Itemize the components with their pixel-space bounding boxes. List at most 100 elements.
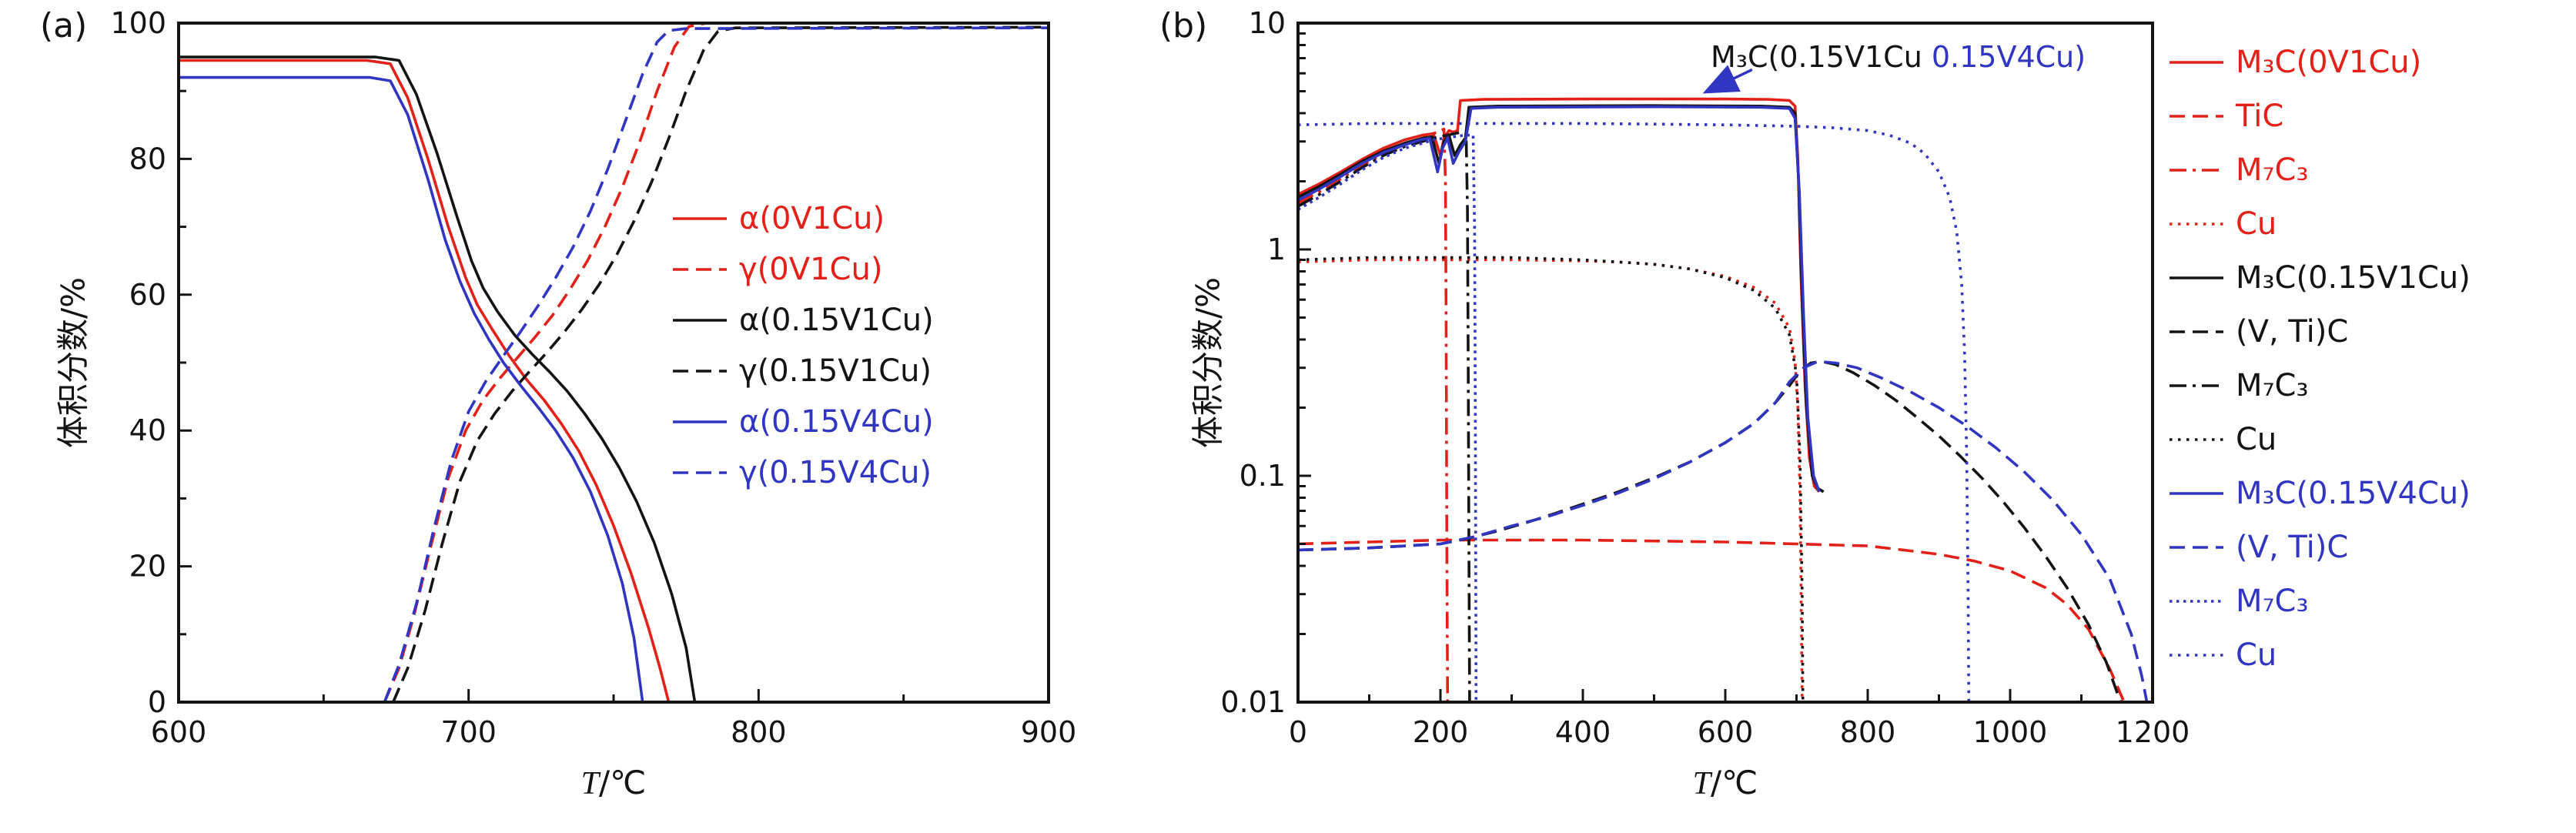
legend-line-sample	[2170, 222, 2223, 226]
m3c-annotation-black-part: M₃C(0.15V1Cu	[1711, 40, 1932, 74]
y-tick-label: 40	[129, 413, 166, 447]
panel-b: (b) 体积分数/% 0 200 400 600 800 1000 1200 0.01 0.1 1…	[1155, 0, 2576, 833]
series-TiC	[1297, 538, 2126, 703]
series-M₇C₃(0.15V1Cu)	[1297, 130, 1471, 703]
panel-a-xlabel-variable: T	[580, 766, 600, 801]
series-M₃C(0.15V1Cu)	[1297, 104, 1825, 493]
panel-a-xlabel-unit: /℃	[599, 764, 647, 801]
legend-label: Cu	[2236, 206, 2277, 242]
series-γ(0.15V1Cu)	[392, 25, 1049, 703]
axes-ticks: 600 700 800 900 0 20 40 60 80 100	[110, 6, 1076, 749]
legend-label: γ(0V1Cu)	[739, 252, 883, 287]
legend-entry: M₇C₃	[2168, 143, 2471, 197]
plot-frame	[1296, 22, 2154, 704]
panel-a-legend: α(0V1Cu) γ(0V1Cu) α(0.15V1Cu) γ(0.15V1Cu) α(…	[671, 193, 934, 498]
series-group	[1297, 97, 2149, 703]
panel-b-tag: (b)	[1159, 6, 1208, 45]
legend-entry: α(0V1Cu)	[671, 193, 934, 244]
y-tick-label: 10	[1249, 6, 1286, 40]
legend-label: (V, Ti)C	[2236, 530, 2349, 565]
legend-line-sample	[2170, 384, 2223, 387]
legend-label: M₇C₃	[2236, 368, 2309, 403]
legend-entry: Cu	[2168, 628, 2471, 682]
legend-label: M₇C₃	[2236, 152, 2309, 188]
legend-label: Cu	[2236, 637, 2277, 673]
y-tick-label: 0	[148, 685, 166, 719]
legend-entry: TiC	[2168, 89, 2471, 143]
legend-label: (V, Ti)C	[2236, 314, 2349, 350]
legend-entry: α(0.15V4Cu)	[671, 396, 934, 447]
panel-b-plot: 0 200 400 600 800 1000 1200 0.01 0.1 1 10	[1220, 6, 2190, 749]
panel-a-plot: 600 700 800 900 0 20 40 60 80 100	[110, 6, 1076, 749]
legend-entry: M₃C(0V1Cu)	[2168, 35, 2471, 89]
legend-line-sample	[673, 420, 727, 423]
x-tick-label: 1200	[2116, 715, 2190, 749]
legend-entry: γ(0.15V4Cu)	[671, 447, 934, 498]
legend-entry: (V, Ti)C	[2168, 305, 2471, 359]
series-M₇C₃(0.15V4Cu)	[1297, 133, 1478, 703]
x-tick-label: 800	[731, 715, 787, 749]
m3c-annotation-blue-part: 0.15V4Cu)	[1931, 40, 2086, 74]
series-(V, Ti)C(0.15V1Cu)	[1297, 360, 2123, 703]
panel-b-xlabel-unit: /℃	[1711, 764, 1758, 801]
x-tick-label: 600	[151, 715, 207, 749]
legend-line-sample	[2170, 169, 2223, 172]
series-α(0V1Cu)	[179, 59, 671, 703]
legend-label: α(0V1Cu)	[739, 201, 885, 236]
legend-line-sample	[2170, 654, 2223, 657]
legend-line-sample	[673, 268, 727, 271]
x-tick-label: 0	[1289, 715, 1307, 749]
legend-label: α(0.15V1Cu)	[739, 303, 934, 338]
panel-a-tag: (a)	[40, 6, 88, 45]
x-tick-label: 400	[1555, 715, 1611, 749]
legend-line-sample	[2170, 438, 2223, 441]
legend-line-sample	[2170, 61, 2223, 64]
y-tick-label: 1	[1267, 233, 1286, 266]
legend-entry: M₃C(0.15V1Cu)	[2168, 251, 2471, 305]
x-tick-label: 600	[1698, 715, 1754, 749]
series-group	[179, 22, 1049, 703]
legend-line-sample	[673, 319, 727, 322]
legend-line-sample	[2170, 600, 2223, 603]
legend-line-sample	[2170, 330, 2223, 333]
legend-line-sample	[2170, 115, 2223, 118]
legend-label: α(0.15V4Cu)	[739, 404, 934, 440]
legend-line-sample	[2170, 276, 2223, 279]
legend-label: M₃C(0.15V4Cu)	[2236, 476, 2471, 511]
series-(V, Ti)C(0.15V4Cu)	[1297, 360, 2149, 703]
legend-label: Cu	[2236, 422, 2277, 457]
y-tick-label: 0.1	[1239, 459, 1286, 493]
panel-a: (a) 体积分数/% 600 700 800 900 0 20 40 60 80 100 T/℃ …	[0, 0, 1155, 833]
legend-entry: M₇C₃	[2168, 574, 2471, 628]
legend-line-sample	[673, 370, 727, 373]
y-tick-label: 20	[129, 550, 166, 584]
y-tick-label: 0.01	[1220, 685, 1286, 719]
series-Cu(0.15V4Cu)	[1297, 122, 1971, 703]
legend-entry: M₃C(0.15V4Cu)	[2168, 467, 2471, 520]
panel-b-legend: M₃C(0V1Cu) TiC M₇C₃ Cu M₃C(0.15V1Cu) (V, Ti)C…	[2168, 35, 2471, 682]
legend-line-sample	[2170, 492, 2223, 495]
legend-label: γ(0.15V1Cu)	[739, 353, 932, 389]
y-tick-label: 100	[110, 6, 166, 40]
legend-entry: γ(0.15V1Cu)	[671, 346, 934, 396]
legend-line-sample	[2170, 546, 2223, 549]
legend-line-sample	[673, 471, 727, 474]
series-M₃C(0.15V4Cu)	[1297, 105, 1821, 493]
y-tick-label: 80	[129, 142, 166, 176]
series-γ(0.15V4Cu)	[383, 26, 1049, 703]
x-tick-label: 700	[440, 715, 497, 749]
y-tick-label: 60	[129, 278, 166, 312]
m3c-annotation: M₃C(0.15V1Cu 0.15V4Cu)	[1711, 40, 2086, 74]
legend-label: M₇C₃	[2236, 584, 2309, 619]
legend-entry: M₇C₃	[2168, 359, 2471, 413]
legend-entry: Cu	[2168, 197, 2471, 251]
panel-a-xlabel: T/℃	[581, 764, 647, 802]
legend-entry: α(0.15V1Cu)	[671, 295, 934, 346]
annotation-arrow	[1702, 65, 1753, 94]
legend-label: TiC	[2236, 99, 2284, 134]
series-Cu(0V1Cu)	[1297, 258, 1804, 703]
legend-label: γ(0.15V4Cu)	[739, 455, 932, 490]
panel-b-xlabel: T/℃	[1693, 764, 1758, 802]
series-α(0.15V4Cu)	[179, 75, 644, 703]
panel-b-xlabel-variable: T	[1692, 766, 1711, 801]
